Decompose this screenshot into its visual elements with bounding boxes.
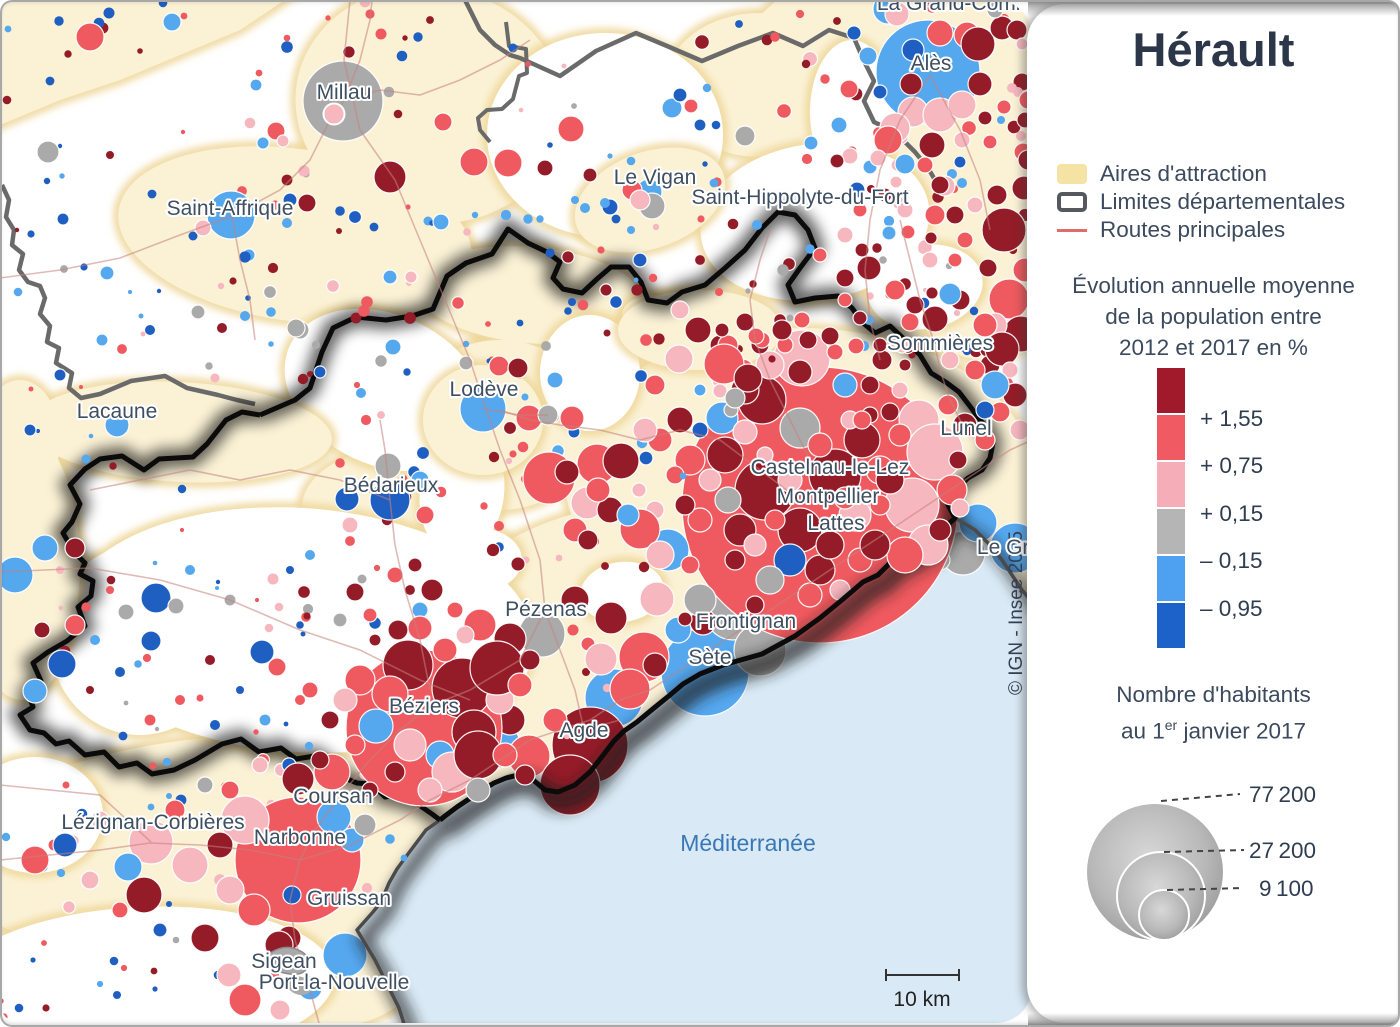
svg-text:Montpellier: Montpellier <box>777 485 880 508</box>
svg-text:La Grand-Combe: La Grand-Combe <box>877 0 1039 15</box>
svg-text:Lattes: Lattes <box>807 512 864 535</box>
svg-text:Alès: Alès <box>911 52 952 75</box>
svg-text:77 200: 77 200 <box>1249 782 1316 807</box>
svg-text:Saint-Affrique: Saint-Affrique <box>167 197 294 220</box>
svg-text:Millau: Millau <box>317 81 372 104</box>
svg-text:10 km: 10 km <box>893 988 950 1011</box>
svg-text:Lodève: Lodève <box>450 378 519 401</box>
svg-text:Coursan: Coursan <box>293 785 372 808</box>
svg-text:Castelnau-le-Lez: Castelnau-le-Lez <box>751 456 910 479</box>
svg-text:Narbonne: Narbonne <box>254 826 346 849</box>
svg-text:Bédarieux: Bédarieux <box>344 474 439 497</box>
svg-text:Agde: Agde <box>559 719 608 742</box>
svg-text:Port-la-Nouvelle: Port-la-Nouvelle <box>259 971 410 994</box>
svg-text:Béziers: Béziers <box>389 695 459 718</box>
svg-text:Gruissan: Gruissan <box>307 887 391 910</box>
svg-text:27 200: 27 200 <box>1249 838 1316 863</box>
svg-text:Sète: Sète <box>688 646 731 669</box>
svg-text:Lézignan-Corbières: Lézignan-Corbières <box>61 811 244 834</box>
svg-text:Méditerranée: Méditerranée <box>680 830 816 856</box>
svg-text:Sommières: Sommières <box>887 332 993 355</box>
svg-text:Lunel: Lunel <box>940 417 991 440</box>
svg-text:Lacaune: Lacaune <box>77 400 158 423</box>
svg-text:Frontignan: Frontignan <box>696 610 796 633</box>
svg-text:© IGN - Insee 2025: © IGN - Insee 2025 <box>1006 531 1027 695</box>
svg-text:Saint-Hippolyte-du-Fort: Saint-Hippolyte-du-Fort <box>691 186 908 209</box>
svg-text:Sigean: Sigean <box>251 950 316 973</box>
svg-text:Le Vigan: Le Vigan <box>614 166 697 189</box>
svg-text:Pézenas: Pézenas <box>505 598 587 621</box>
svg-text:9 100: 9 100 <box>1259 876 1314 901</box>
